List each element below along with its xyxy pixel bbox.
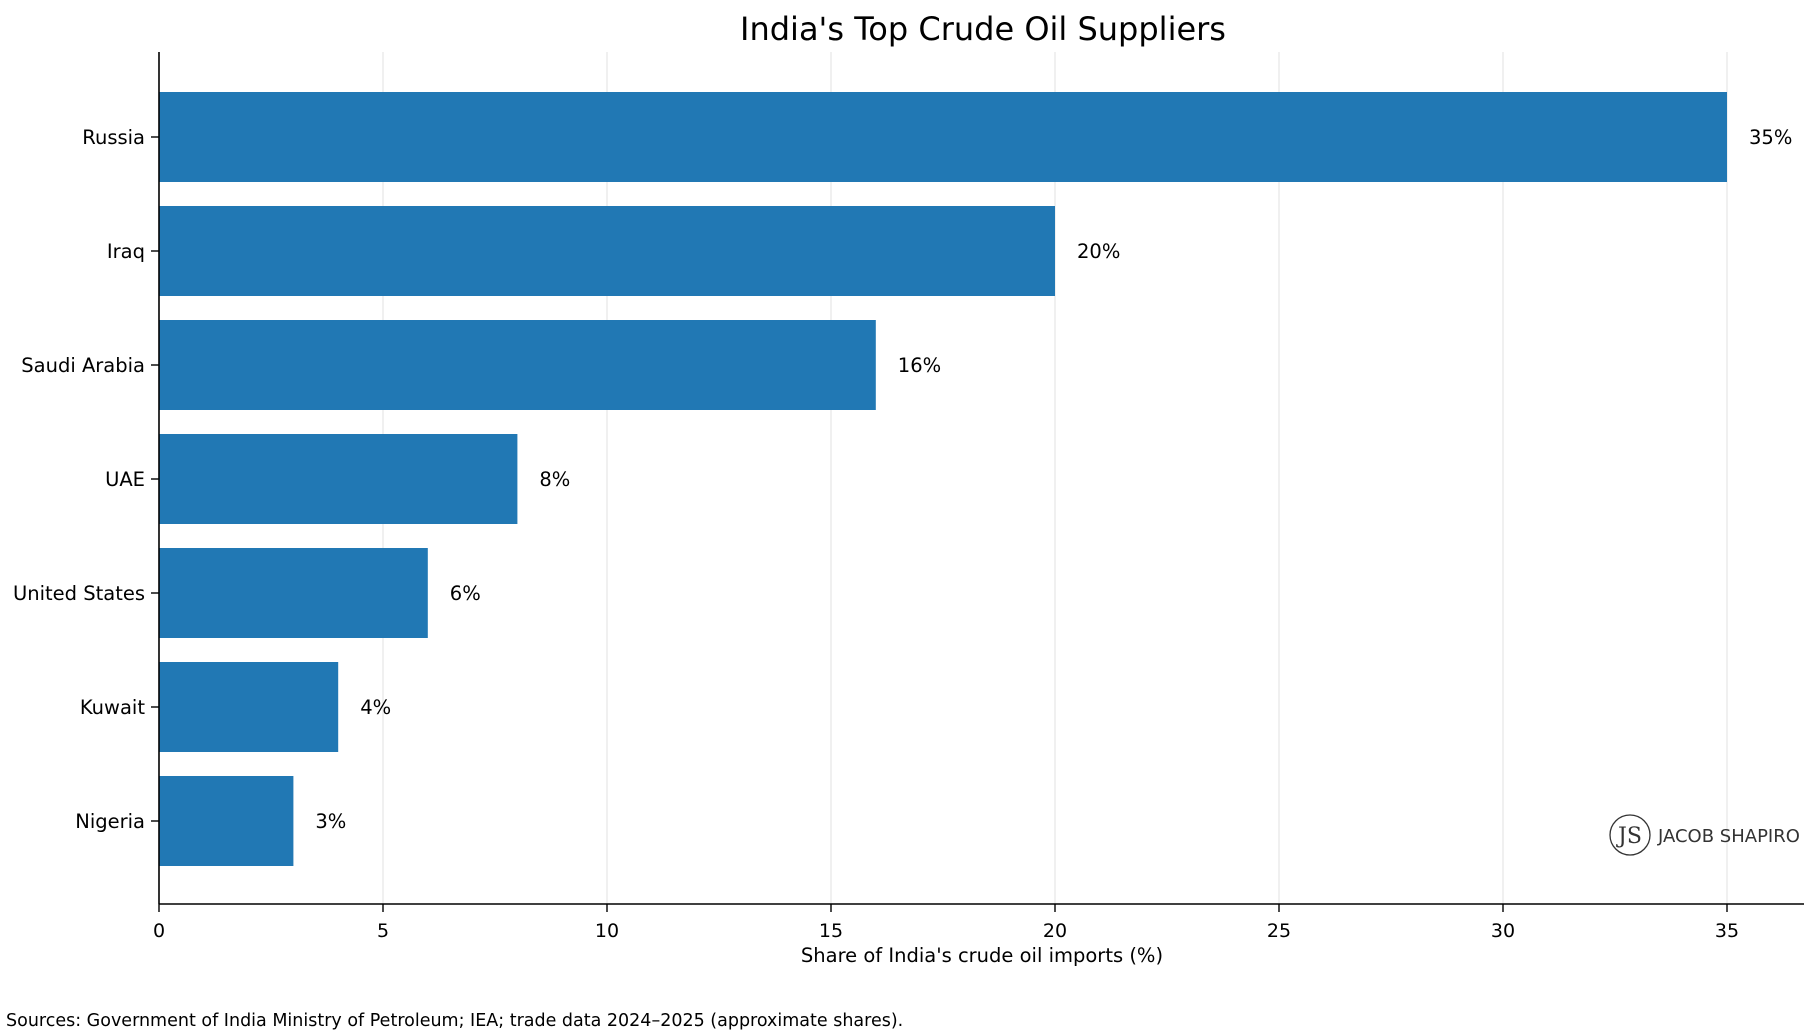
data-label: 6% — [450, 582, 481, 605]
watermark-monogram: JS — [1616, 824, 1642, 849]
gridlines — [382, 52, 1728, 904]
y-tick-label: Iraq — [107, 240, 145, 263]
bar — [159, 320, 876, 410]
x-tick-label: 20 — [1043, 920, 1067, 942]
bar — [159, 776, 294, 866]
bar — [159, 434, 518, 524]
chart-title: India's Top Crude Oil Suppliers — [740, 10, 1226, 48]
y-axis-tick-labels: Russia Iraq Saudi Arabia UAE United States Ku… — [13, 126, 159, 833]
x-tick-label: 25 — [1267, 920, 1291, 942]
x-tick-label: 30 — [1491, 920, 1515, 942]
watermark-monogram-circle — [1609, 814, 1651, 856]
y-tick-label: Nigeria — [75, 810, 145, 833]
data-label: 3% — [315, 810, 346, 833]
data-labels: 35% 20% 16% 8% 6% 4% 3% — [315, 126, 1792, 833]
x-axis-ticks: 0 5 10 15 20 25 30 35 — [153, 904, 1739, 942]
data-label: 4% — [360, 696, 391, 719]
data-label: 16% — [898, 354, 941, 377]
bar — [159, 92, 1727, 182]
data-label: 8% — [539, 468, 570, 491]
x-tick-label: 10 — [595, 920, 619, 942]
x-tick-label: 0 — [153, 920, 165, 942]
x-axis-label: Share of India's crude oil imports (%) — [801, 944, 1163, 967]
y-tick-label: United States — [13, 582, 145, 605]
x-tick-label: 15 — [819, 920, 843, 942]
watermark: JS JACOB SHAPIRO — [1609, 814, 1800, 856]
y-tick-label: Kuwait — [80, 696, 145, 719]
y-tick-label: Saudi Arabia — [21, 354, 145, 377]
bar — [159, 548, 428, 638]
bar — [159, 662, 339, 752]
data-label: 20% — [1077, 240, 1120, 263]
bars — [159, 92, 1727, 866]
x-tick-label: 5 — [377, 920, 389, 942]
y-tick-label: Russia — [82, 126, 145, 149]
bar — [159, 206, 1055, 296]
y-tick-label: UAE — [105, 468, 145, 491]
data-label: 35% — [1749, 126, 1792, 149]
watermark-text: JACOB SHAPIRO — [1657, 826, 1800, 847]
source-note: Sources: Government of India Ministry of… — [6, 1011, 904, 1031]
x-tick-label: 35 — [1715, 920, 1739, 942]
